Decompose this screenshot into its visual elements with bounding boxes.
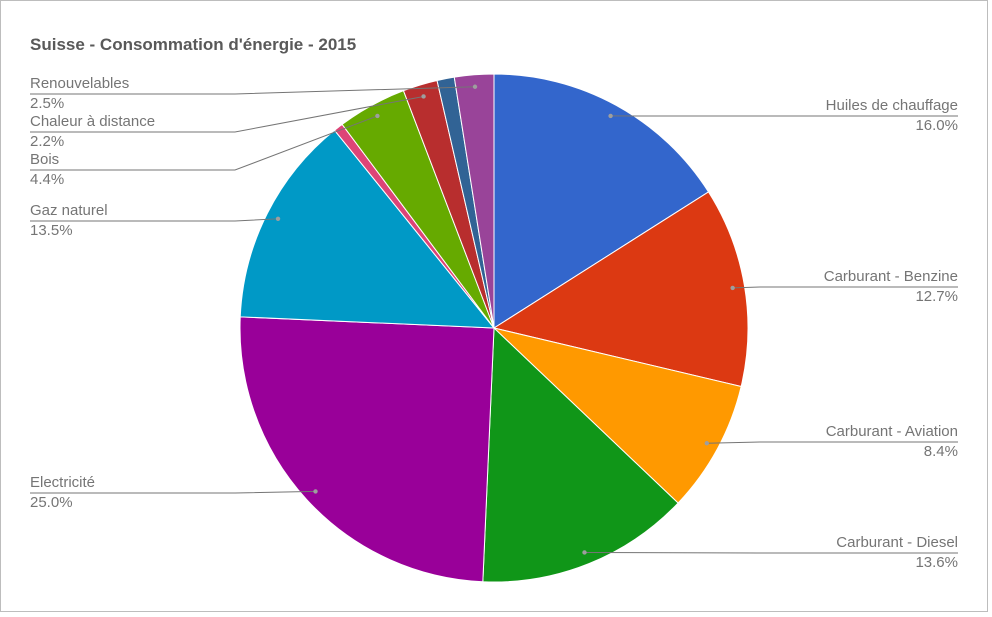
- pie-slice: [492, 191, 749, 388]
- slice-label: Carburant - Diesel: [836, 534, 958, 551]
- leader-dot: [472, 84, 478, 89]
- slice-value-label: 8.4%: [924, 443, 958, 460]
- pie-slice: [482, 326, 679, 583]
- leader-line: [30, 218, 279, 222]
- slice-value-label: 13.5%: [30, 222, 73, 239]
- leader-line: [30, 95, 424, 133]
- slice-label: Bois: [30, 151, 59, 168]
- leader-dot: [275, 216, 281, 222]
- leader-dot: [421, 94, 426, 99]
- slice-value-label: 2.5%: [30, 95, 64, 112]
- pie-slice: [492, 327, 742, 504]
- leader-dot: [313, 489, 318, 494]
- chart-title: Suisse - Consommation d'énergie - 2015: [30, 35, 356, 54]
- slice-value-label: 12.7%: [915, 288, 958, 305]
- leader-dot: [730, 285, 735, 291]
- slice-label: Chaleur à distance: [30, 113, 155, 130]
- leader-dot: [608, 113, 613, 119]
- leader-dot: [375, 113, 380, 119]
- slice-value-label: 25.0%: [30, 494, 73, 511]
- leader-line: [30, 115, 378, 171]
- leader-line: [706, 441, 958, 444]
- pie-slice: [493, 73, 710, 329]
- pie-slice: [453, 73, 495, 329]
- leader-line: [584, 551, 958, 554]
- leader-line: [732, 286, 958, 289]
- slice-value-label: 4.4%: [30, 171, 64, 188]
- leader-line: [30, 490, 316, 494]
- slice-label: Electricité: [30, 474, 95, 491]
- pie-slice: [239, 316, 495, 583]
- leader-dot: [582, 550, 587, 555]
- slice-value-label: 2.2%: [30, 133, 64, 150]
- slice-label: Huiles de chauffage: [826, 97, 958, 114]
- slice-label: Carburant - Aviation: [826, 423, 958, 440]
- slice-label: Gaz naturel: [30, 202, 108, 219]
- slice-label: Renouvelables: [30, 75, 129, 92]
- leader-line: [30, 86, 476, 95]
- leader-dot: [704, 441, 709, 446]
- slice-value-label: 13.6%: [915, 554, 958, 571]
- slice-label: Carburant - Benzine: [824, 268, 958, 285]
- slice-value-label: 16.0%: [915, 117, 958, 134]
- pie-slice: [239, 129, 496, 329]
